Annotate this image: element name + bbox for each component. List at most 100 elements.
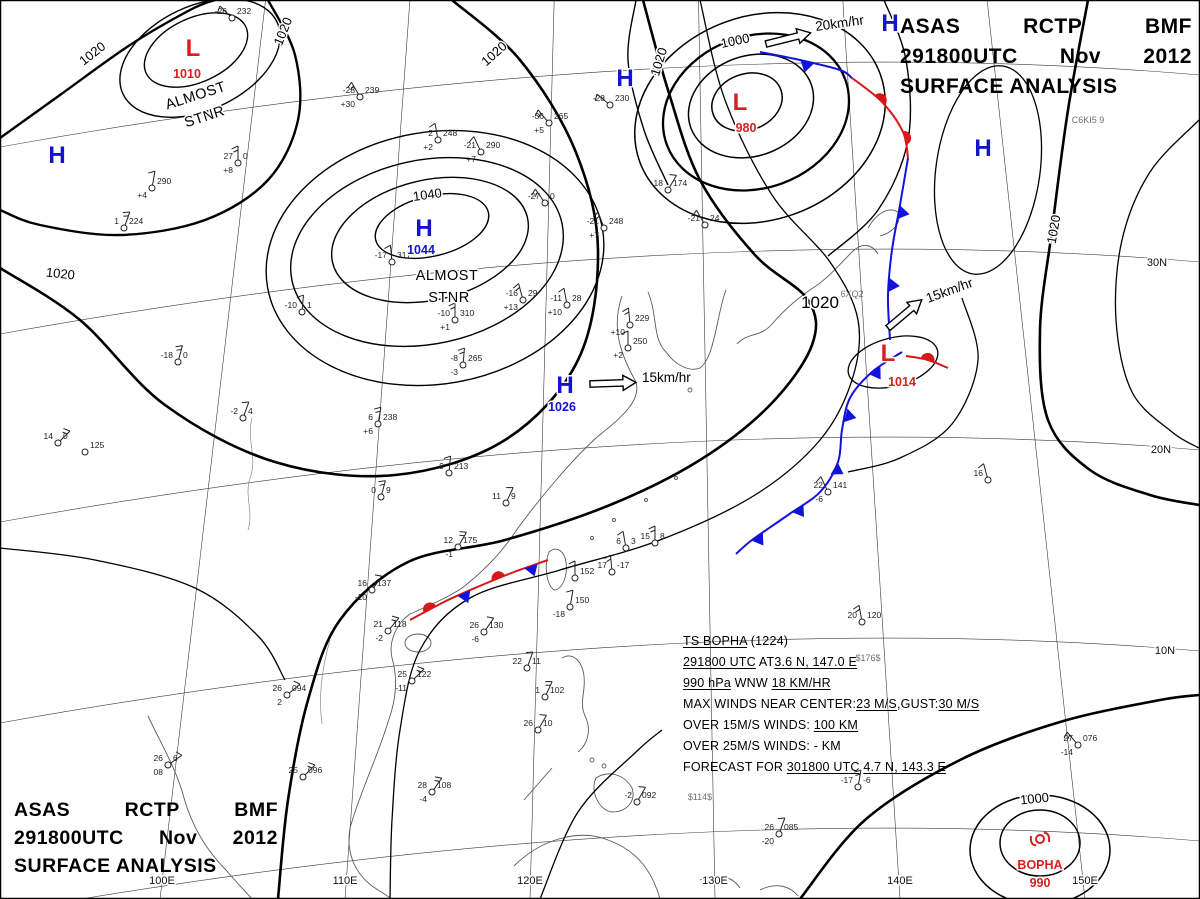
station-plot: 11 9	[492, 487, 516, 507]
station-plot: 152	[568, 560, 594, 582]
movement-speed-label: 15km/hr	[924, 275, 975, 306]
svg-text:1: 1	[307, 300, 312, 310]
svg-text:-6: -6	[471, 634, 479, 644]
latitude-label: 10N	[1155, 645, 1175, 657]
station-plot: 6 238 +6	[363, 406, 397, 436]
svg-text:29: 29	[528, 288, 538, 298]
almost-stnr-label: STNR	[428, 290, 469, 306]
pressure-value-label: 1010	[173, 67, 201, 81]
svg-text:-21: -21	[464, 140, 477, 150]
svg-text:-10: -10	[355, 592, 368, 602]
station-plot: -26 232	[215, 5, 251, 22]
svg-text:125: 125	[90, 440, 104, 450]
svg-text:118: 118	[393, 619, 407, 629]
low-center-symbol: L	[881, 340, 896, 367]
station-plot: 26 6 08	[154, 751, 183, 777]
svg-text:085: 085	[784, 822, 798, 832]
svg-text:26: 26	[273, 683, 283, 693]
title-line: 291800UTC Nov 2012	[900, 45, 1192, 68]
station-plot: -2 092	[624, 786, 656, 806]
station-plot: 16	[974, 463, 992, 484]
svg-text:-11: -11	[395, 683, 407, 693]
pressure-value-label: 1026	[548, 400, 576, 414]
typhoon-info-line: FORECAST FOR 301800 UTC 4.7 N, 143.3 E	[683, 760, 947, 774]
typhoon-info-box: TS BOPHA (1224) 291800 UTC AT3.6 N, 147.0…	[683, 631, 995, 778]
svg-text:137: 137	[377, 578, 391, 588]
svg-text:-18: -18	[161, 350, 174, 360]
coastline-mindanao	[593, 773, 634, 813]
svg-text:17: 17	[598, 560, 608, 570]
station-plot: 21 118 -2	[374, 615, 407, 643]
warm-front-semicircle	[491, 571, 506, 581]
cold-front-triangle	[457, 590, 471, 604]
svg-text:14: 14	[44, 431, 54, 441]
svg-text:18: 18	[654, 178, 664, 188]
isobar-label: 1000	[719, 30, 750, 51]
latitude-label: 20N	[1151, 444, 1171, 456]
station-plot: 28 108 -4	[418, 776, 451, 804]
title-line: ASAS RCTP BMF	[900, 15, 1192, 38]
svg-text:26: 26	[765, 822, 775, 832]
isobar	[289, 156, 565, 348]
svg-text:+10: +10	[611, 327, 626, 337]
svg-text:-2: -2	[375, 633, 383, 643]
svg-text:-21: -21	[587, 216, 600, 226]
svg-text:-18: -18	[553, 609, 566, 619]
isobar	[661, 32, 851, 192]
svg-text:102: 102	[550, 685, 564, 695]
svg-text:0: 0	[183, 350, 188, 360]
high-center-symbol: H	[881, 10, 898, 37]
coastline-island	[699, 875, 741, 889]
almost-stnr-label: STNR	[183, 103, 227, 131]
svg-text:25: 25	[289, 765, 299, 775]
isobar	[389, 0, 861, 899]
svg-text:120: 120	[867, 610, 881, 620]
longitude-label: 110E	[333, 875, 358, 887]
svg-text:-2: -2	[230, 406, 238, 416]
isobar	[143, 12, 249, 88]
low-center-symbol: L	[186, 35, 201, 62]
station-plot: 250 +2	[613, 330, 647, 360]
coastline	[348, 295, 638, 899]
river	[247, 417, 254, 531]
title-line: ASAS RCTP BMF	[14, 799, 278, 821]
svg-text:092: 092	[642, 790, 656, 800]
svg-text:+8: +8	[223, 165, 233, 175]
tropical-storm-symbol: BOPHA 990	[1016, 831, 1064, 892]
isobar	[798, 693, 1200, 899]
svg-text:-21: -21	[688, 213, 701, 223]
svg-text:26: 26	[470, 620, 480, 630]
station-plot: 26 130 -6	[470, 616, 503, 644]
svg-text:-17: -17	[841, 775, 854, 785]
cold-front-triangle	[830, 462, 844, 475]
svg-text:-4: -4	[419, 794, 427, 804]
open-arrow-icon	[764, 27, 812, 48]
high-center-symbol: H	[415, 215, 432, 242]
svg-text:9: 9	[511, 491, 516, 501]
station-plot: -17 317	[375, 244, 411, 266]
station-plot: 1 102	[535, 681, 564, 701]
svg-text:-17: -17	[617, 560, 630, 570]
isobar-label: 1020	[1044, 214, 1064, 245]
cold-front	[735, 351, 903, 555]
longitude-label: 130E	[702, 875, 728, 887]
svg-text:0: 0	[550, 191, 555, 201]
isobar	[0, 0, 302, 237]
svg-text:3: 3	[631, 536, 636, 546]
station-code-label: $176$	[855, 653, 880, 663]
motion-arrow: 15km/hr	[589, 369, 693, 392]
coastline-malay	[147, 715, 253, 899]
svg-text:-16: -16	[506, 288, 519, 298]
station-plot: 20 120	[848, 604, 881, 626]
svg-text:4: 4	[248, 406, 253, 416]
isobar	[933, 65, 1043, 275]
svg-text:-8: -8	[450, 353, 458, 363]
station-code-label: 6XQ2	[840, 289, 863, 299]
coastline-luzon	[561, 655, 589, 753]
svg-text:11: 11	[532, 656, 541, 666]
